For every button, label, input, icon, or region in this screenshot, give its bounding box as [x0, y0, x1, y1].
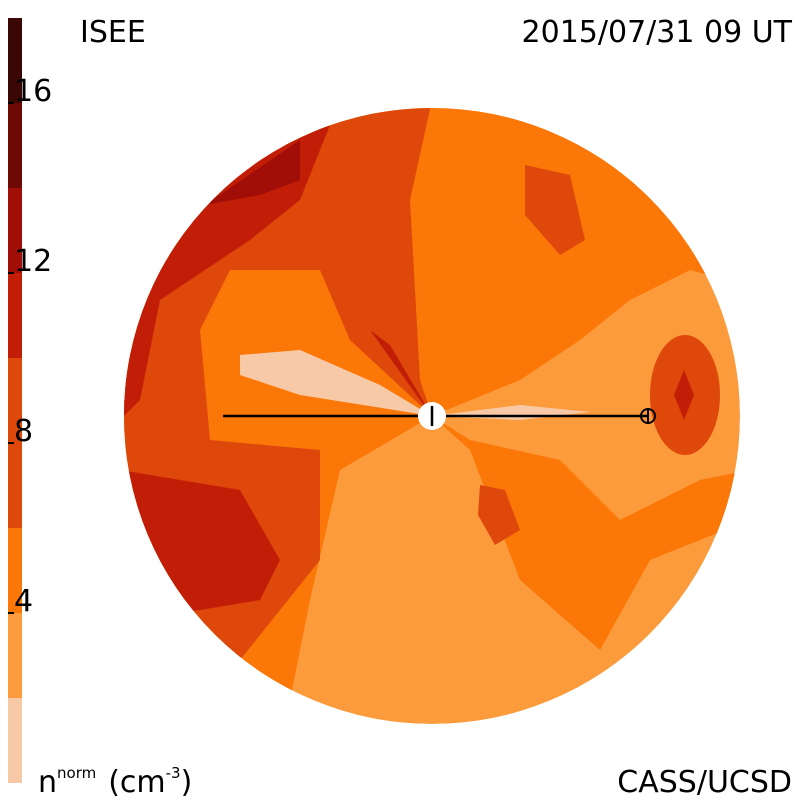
- colorbar-band: [8, 273, 22, 358]
- colorbar: 4 8 12 16: [8, 18, 52, 783]
- colorbar-tick-label: 12: [14, 244, 52, 279]
- colorbar-band: [8, 103, 22, 188]
- colorbar-band: [8, 528, 22, 613]
- date: 2015/07/31 09 UT: [522, 15, 793, 50]
- colorbar-band: [8, 613, 22, 698]
- density-field: [124, 108, 740, 724]
- region: [205, 140, 300, 205]
- colorbar-band: [8, 698, 22, 783]
- colorbar-tick-label: 8: [14, 414, 33, 449]
- colorbar-band: [8, 18, 22, 103]
- credit: CASS/UCSD: [617, 765, 792, 800]
- colorbar-label: nnorm (cm-3): [38, 764, 192, 800]
- title: ISEE: [80, 15, 146, 50]
- region: [674, 370, 694, 420]
- colorbar-tick-label: 16: [14, 74, 52, 109]
- colorbar-band: [8, 188, 22, 273]
- colorbar-tick-label: 4: [14, 584, 33, 619]
- region: [370, 330, 432, 416]
- region: [525, 165, 585, 255]
- region: [240, 350, 432, 416]
- colorbar-band: [8, 358, 22, 528]
- region: [478, 485, 520, 545]
